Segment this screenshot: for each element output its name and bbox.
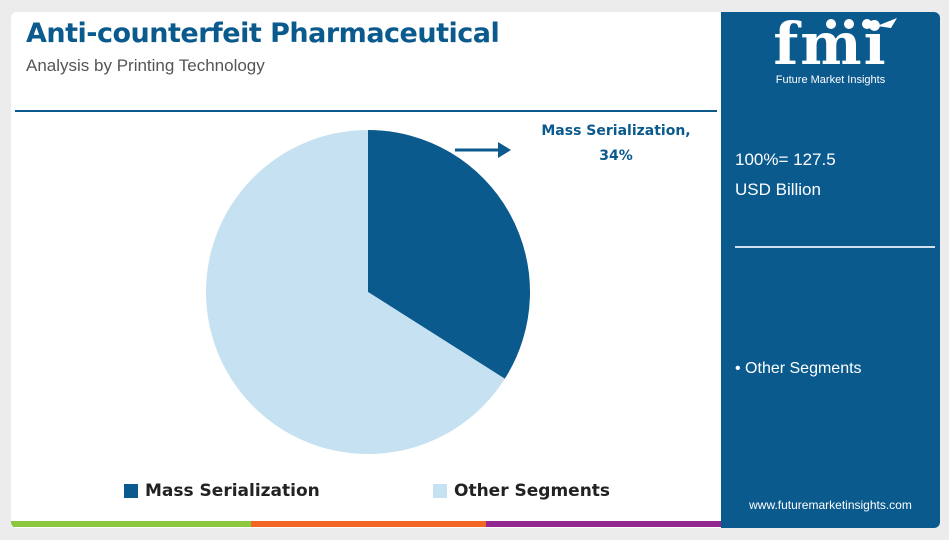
info-panel: fmi Future Market Insights 100%= 127.5 U… bbox=[721, 12, 940, 528]
legend-label: Other Segments bbox=[454, 481, 611, 501]
panel-divider bbox=[735, 246, 935, 248]
title-divider bbox=[15, 110, 717, 112]
pie-chart bbox=[205, 130, 530, 455]
chart-subtitle: Analysis by Printing Technology bbox=[26, 56, 265, 75]
data-label-mass-serialization: Mass Serialization, 34% bbox=[527, 119, 705, 169]
other-segments-item: • Other Segments bbox=[735, 360, 862, 377]
footer-stripe-orange bbox=[251, 521, 486, 527]
pie-slice-mass-serialization bbox=[368, 130, 530, 379]
footer-stripe-green bbox=[11, 521, 251, 527]
chart-title: Anti-counterfeit Pharmaceutical bbox=[26, 18, 500, 49]
brand-logo: fmi bbox=[773, 12, 888, 78]
callout-arrow-icon bbox=[455, 142, 511, 158]
legend-label: Mass Serialization bbox=[145, 481, 320, 501]
data-label-line1: Mass Serialization, bbox=[541, 123, 691, 139]
legend-item-other-segments: Other Segments bbox=[433, 481, 610, 501]
brand-tagline: Future Market Insights bbox=[775, 74, 886, 86]
data-label-line2: 34% bbox=[599, 148, 633, 164]
market-total-value: 100%= 127.5 bbox=[735, 150, 836, 169]
legend-item-mass-serialization: Mass Serialization bbox=[124, 481, 320, 501]
website-url[interactable]: www.futuremarketinsights.com bbox=[749, 498, 912, 512]
market-total-unit: USD Billion bbox=[735, 180, 821, 199]
pie-slice-other-segments bbox=[205, 130, 505, 455]
legend-swatch bbox=[124, 484, 138, 498]
legend-swatch bbox=[433, 484, 447, 498]
market-total: 100%= 127.5 USD Billion bbox=[735, 145, 836, 205]
chart-card: Anti-counterfeit Pharmaceutical Analysis… bbox=[11, 12, 940, 528]
footer-stripe-purple bbox=[486, 521, 721, 527]
logo-ornament-icon bbox=[826, 18, 897, 29]
